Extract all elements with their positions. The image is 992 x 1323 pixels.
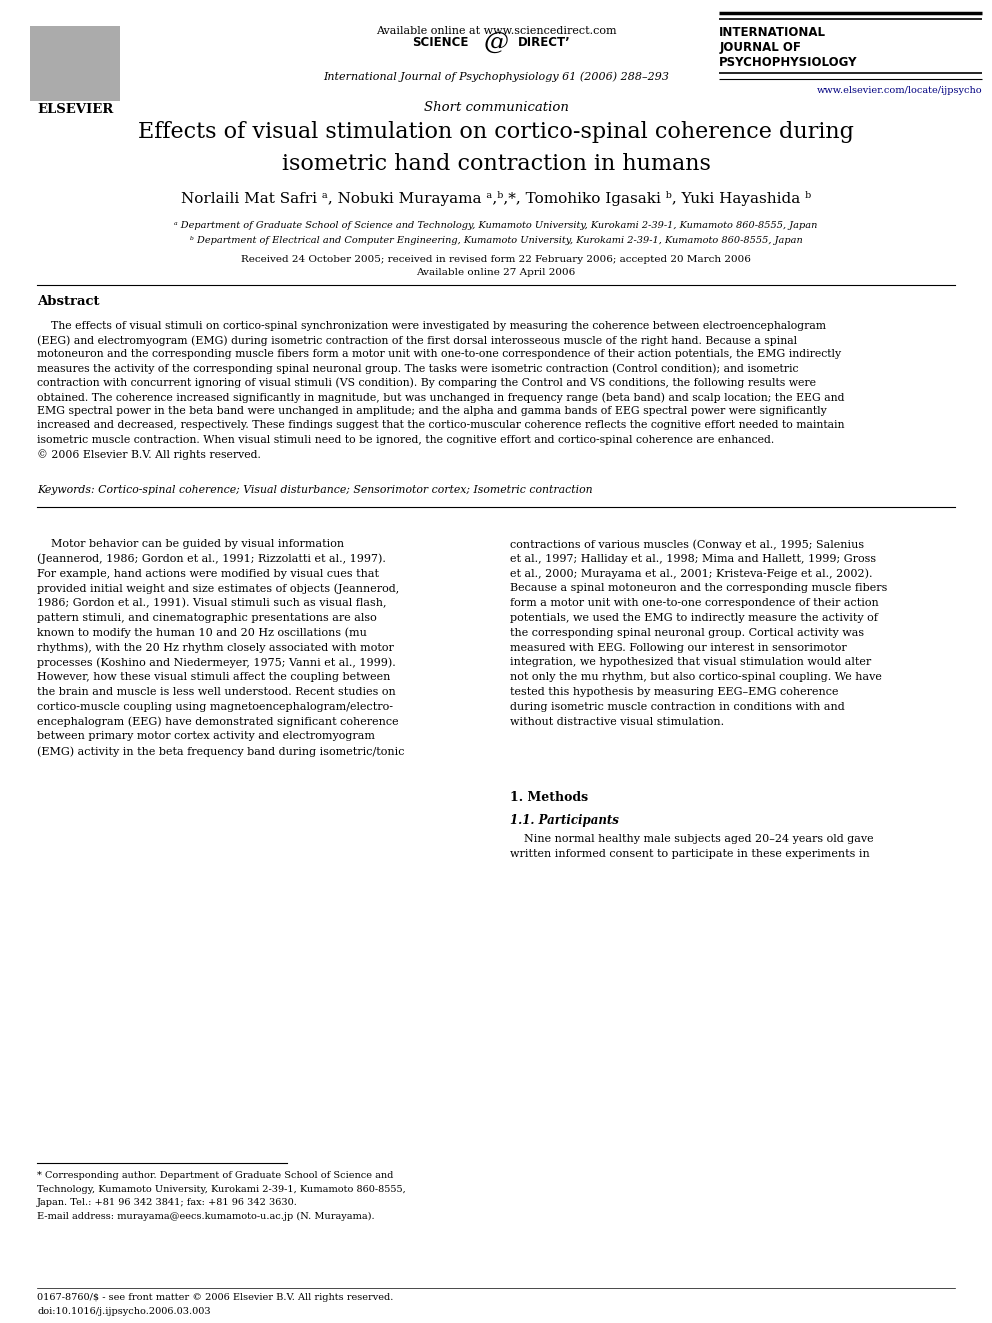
Text: without distractive visual stimulation.: without distractive visual stimulation. <box>510 717 724 726</box>
Text: pattern stimuli, and cinematographic presentations are also: pattern stimuli, and cinematographic pre… <box>37 613 377 623</box>
Text: contractions of various muscles (Conway et al., 1995; Salenius: contractions of various muscles (Conway … <box>510 538 864 549</box>
Text: motoneuron and the corresponding muscle fibers form a motor unit with one-to-one: motoneuron and the corresponding muscle … <box>37 349 841 360</box>
Text: potentials, we used the EMG to indirectly measure the activity of: potentials, we used the EMG to indirectl… <box>510 613 878 623</box>
Text: Keywords: Cortico-spinal coherence; Visual disturbance; Sensorimotor cortex; Iso: Keywords: Cortico-spinal coherence; Visu… <box>37 486 592 495</box>
Text: processes (Koshino and Niedermeyer, 1975; Vanni et al., 1999).: processes (Koshino and Niedermeyer, 1975… <box>37 658 396 668</box>
Text: Short communication: Short communication <box>424 101 568 114</box>
Text: not only the mu rhythm, but also cortico-spinal coupling. We have: not only the mu rhythm, but also cortico… <box>510 672 882 683</box>
Text: Available online at www.sciencedirect.com: Available online at www.sciencedirect.co… <box>376 26 616 36</box>
Text: Nine normal healthy male subjects aged 20–24 years old gave: Nine normal healthy male subjects aged 2… <box>510 833 874 844</box>
Text: contraction with concurrent ignoring of visual stimuli (VS condition). By compar: contraction with concurrent ignoring of … <box>37 378 816 389</box>
Text: ᵃ Department of Graduate School of Science and Technology, Kumamoto University, : ᵃ Department of Graduate School of Scien… <box>175 221 817 230</box>
Text: Motor behavior can be guided by visual information: Motor behavior can be guided by visual i… <box>37 538 344 549</box>
Text: measured with EEG. Following our interest in sensorimotor: measured with EEG. Following our interes… <box>510 643 847 652</box>
Text: (EEG) and electromyogram (EMG) during isometric contraction of the first dorsal : (EEG) and electromyogram (EMG) during is… <box>37 335 798 345</box>
Text: JOURNAL OF: JOURNAL OF <box>719 41 802 54</box>
Text: obtained. The coherence increased significantly in magnitude, but was unchanged : obtained. The coherence increased signif… <box>37 392 844 402</box>
Text: 0167-8760/$ - see front matter © 2006 Elsevier B.V. All rights reserved.: 0167-8760/$ - see front matter © 2006 El… <box>37 1293 394 1302</box>
Text: © 2006 Elsevier B.V. All rights reserved.: © 2006 Elsevier B.V. All rights reserved… <box>37 448 261 459</box>
Text: 1. Methods: 1. Methods <box>510 791 588 804</box>
Text: EMG spectral power in the beta band were unchanged in amplitude; and the alpha a: EMG spectral power in the beta band were… <box>37 406 826 417</box>
Text: @: @ <box>483 32 509 54</box>
Text: PSYCHOPHYSIOLOGY: PSYCHOPHYSIOLOGY <box>719 56 858 69</box>
Text: during isometric muscle contraction in conditions with and: during isometric muscle contraction in c… <box>510 701 845 712</box>
Text: E-mail address: murayama@eecs.kumamoto-u.ac.jp (N. Murayama).: E-mail address: murayama@eecs.kumamoto-u… <box>37 1212 375 1221</box>
Text: Norlaili Mat Safri ᵃ, Nobuki Murayama ᵃ,ᵇ,*, Tomohiko Igasaki ᵇ, Yuki Hayashida : Norlaili Mat Safri ᵃ, Nobuki Murayama ᵃ,… <box>181 191 811 206</box>
Text: cortico-muscle coupling using magnetoencephalogram/electro-: cortico-muscle coupling using magnetoenc… <box>37 701 393 712</box>
Text: increased and decreased, respectively. These findings suggest that the cortico-m: increased and decreased, respectively. T… <box>37 421 844 430</box>
Text: Effects of visual stimulation on cortico-spinal coherence during: Effects of visual stimulation on cortico… <box>138 120 854 143</box>
Text: INTERNATIONAL: INTERNATIONAL <box>719 26 826 38</box>
Text: For example, hand actions were modified by visual cues that: For example, hand actions were modified … <box>37 569 379 578</box>
Text: DIRECT’: DIRECT’ <box>518 37 570 49</box>
Text: International Journal of Psychophysiology 61 (2006) 288–293: International Journal of Psychophysiolog… <box>323 71 669 82</box>
Text: et al., 1997; Halliday et al., 1998; Mima and Hallett, 1999; Gross: et al., 1997; Halliday et al., 1998; Mim… <box>510 554 876 564</box>
Text: Japan. Tel.: +81 96 342 3841; fax: +81 96 342 3630.: Japan. Tel.: +81 96 342 3841; fax: +81 9… <box>37 1199 298 1207</box>
Text: the corresponding spinal neuronal group. Cortical activity was: the corresponding spinal neuronal group.… <box>510 628 864 638</box>
Text: measures the activity of the corresponding spinal neuronal group. The tasks were: measures the activity of the correspondi… <box>37 364 799 374</box>
Text: ELSEVIER: ELSEVIER <box>37 103 113 116</box>
Text: 1.1. Participants: 1.1. Participants <box>510 814 619 827</box>
Text: rhythms), with the 20 Hz rhythm closely associated with motor: rhythms), with the 20 Hz rhythm closely … <box>37 643 394 654</box>
Text: * Corresponding author. Department of Graduate School of Science and: * Corresponding author. Department of Gr… <box>37 1171 394 1180</box>
Text: doi:10.1016/j.ijpsycho.2006.03.003: doi:10.1016/j.ijpsycho.2006.03.003 <box>37 1307 210 1316</box>
Text: SCIENCE: SCIENCE <box>412 37 468 49</box>
Text: ᵇ Department of Electrical and Computer Engineering, Kumamoto University, Kuroka: ᵇ Department of Electrical and Computer … <box>189 235 803 245</box>
Text: encephalogram (EEG) have demonstrated significant coherence: encephalogram (EEG) have demonstrated si… <box>37 717 399 728</box>
Text: The effects of visual stimuli on cortico-spinal synchronization were investigate: The effects of visual stimuli on cortico… <box>37 321 826 331</box>
Text: isometric hand contraction in humans: isometric hand contraction in humans <box>282 153 710 175</box>
Text: known to modify the human 10 and 20 Hz oscillations (mu: known to modify the human 10 and 20 Hz o… <box>37 628 367 639</box>
Text: between primary motor cortex activity and electromyogram: between primary motor cortex activity an… <box>37 732 375 741</box>
Text: isometric muscle contraction. When visual stimuli need to be ignored, the cognit: isometric muscle contraction. When visua… <box>37 434 774 445</box>
Text: the brain and muscle is less well understood. Recent studies on: the brain and muscle is less well unders… <box>37 687 396 697</box>
Text: 1986; Gordon et al., 1991). Visual stimuli such as visual flash,: 1986; Gordon et al., 1991). Visual stimu… <box>37 598 387 609</box>
Text: Available online 27 April 2006: Available online 27 April 2006 <box>417 269 575 277</box>
Text: Because a spinal motoneuron and the corresponding muscle fibers: Because a spinal motoneuron and the corr… <box>510 583 888 594</box>
Text: Abstract: Abstract <box>37 295 99 308</box>
Text: provided initial weight and size estimates of objects (Jeannerod,: provided initial weight and size estimat… <box>37 583 399 594</box>
Text: However, how these visual stimuli affect the coupling between: However, how these visual stimuli affect… <box>37 672 391 683</box>
Text: form a motor unit with one-to-one correspondence of their action: form a motor unit with one-to-one corres… <box>510 598 879 609</box>
Text: integration, we hypothesized that visual stimulation would alter: integration, we hypothesized that visual… <box>510 658 871 667</box>
Text: et al., 2000; Murayama et al., 2001; Kristeva-Feige et al., 2002).: et al., 2000; Murayama et al., 2001; Kri… <box>510 569 873 579</box>
Text: www.elsevier.com/locate/ijpsycho: www.elsevier.com/locate/ijpsycho <box>816 86 982 95</box>
Text: written informed consent to participate in these experiments in: written informed consent to participate … <box>510 849 870 859</box>
Text: (Jeannerod, 1986; Gordon et al., 1991; Rizzolatti et al., 1997).: (Jeannerod, 1986; Gordon et al., 1991; R… <box>37 554 386 565</box>
Text: Technology, Kumamoto University, Kurokami 2-39-1, Kumamoto 860-8555,: Technology, Kumamoto University, Kurokam… <box>37 1184 406 1193</box>
Text: Received 24 October 2005; received in revised form 22 February 2006; accepted 20: Received 24 October 2005; received in re… <box>241 255 751 265</box>
Text: (EMG) activity in the beta frequency band during isometric/tonic: (EMG) activity in the beta frequency ban… <box>37 746 405 757</box>
Text: tested this hypothesis by measuring EEG–EMG coherence: tested this hypothesis by measuring EEG–… <box>510 687 838 697</box>
Bar <box>30 25 120 101</box>
